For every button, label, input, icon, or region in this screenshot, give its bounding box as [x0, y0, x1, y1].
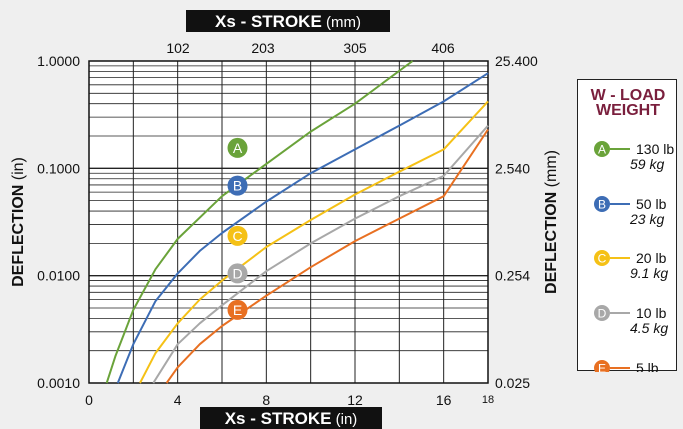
legend-weight-lb: 130 lb	[636, 141, 674, 157]
top-axis-title-unit: (mm)	[322, 14, 361, 31]
legend-swatch-label: E	[598, 362, 606, 373]
left-tick-label: 0.1000	[37, 160, 80, 176]
series-marker-label: D	[232, 265, 242, 281]
legend-weight-kg: 59 kg	[630, 156, 664, 172]
left-tick-label: 0.0100	[37, 268, 80, 284]
left-axis-title-bold: DEFLECTION	[10, 185, 27, 287]
legend-weight-lb: 10 lb	[636, 305, 667, 321]
bottom-axis-title: Xs - STROKE (in)	[225, 409, 358, 428]
right-tick-label: 0.025	[495, 375, 530, 391]
series-marker-label: B	[233, 178, 242, 194]
right-tick-label: 2.540	[495, 160, 530, 176]
legend-swatch-label: B	[598, 198, 606, 212]
x-tick-label: 8	[262, 392, 270, 408]
bottom-axis-title-bold: Xs - STROKE	[225, 409, 332, 428]
legend-entry-e: E5 lb2.3 kg	[594, 360, 668, 372]
legend-swatch-label: A	[598, 143, 606, 157]
top-tick-label: 203	[251, 40, 275, 56]
series-marker-label: E	[233, 302, 242, 318]
right-tick-label: 0.254	[495, 268, 530, 284]
right-axis-title-unit: (mm)	[543, 150, 560, 192]
x-tick-label: 18	[482, 394, 494, 406]
series-marker-e: E	[228, 300, 248, 320]
top-tick-label: 305	[343, 40, 367, 56]
left-tick-label: 1.0000	[37, 53, 80, 69]
series-marker-c: C	[228, 226, 248, 246]
legend-weight-kg: 4.5 kg	[630, 320, 668, 336]
legend-weight-kg: 23 kg	[629, 211, 664, 227]
right-axis-title: DEFLECTION (mm)	[543, 150, 560, 294]
series-marker-b: B	[228, 176, 248, 196]
series-marker-label: C	[232, 228, 242, 244]
bottom-axis-title-unit: (in)	[331, 411, 357, 428]
series-marker-d: D	[228, 263, 248, 283]
legend-weight-lb: 5 lb	[636, 360, 659, 372]
series-marker-label: A	[233, 140, 243, 156]
legend-swatch-label: D	[598, 307, 607, 321]
top-axis-title-bold: Xs - STROKE	[215, 12, 322, 31]
top-tick-label: 102	[166, 40, 190, 56]
legend-weight-kg: 9.1 kg	[630, 265, 668, 281]
legend-weight-lb: 50 lb	[636, 196, 667, 212]
legend-entry-c: C 20 lb9.1 kg	[594, 250, 668, 281]
top-tick-label: 406	[431, 40, 455, 56]
right-tick-label: 25.400	[495, 53, 538, 69]
series-marker-a: A	[228, 138, 248, 158]
legend-weight-lb: 20 lb	[636, 250, 667, 266]
legend-swatch-label: C	[598, 252, 607, 266]
x-tick-label: 12	[347, 392, 363, 408]
left-axis-title-unit: (in)	[10, 157, 27, 185]
x-tick-label: 16	[436, 392, 452, 408]
x-tick-label: 4	[174, 392, 182, 408]
x-tick-label: 0	[85, 392, 93, 408]
legend: W - LOAD WEIGHT A 130 lb 59 kg B 50 lb 23 kg C…	[577, 79, 677, 371]
legend-entry-d: D 10 lb4.5 kg	[594, 305, 668, 336]
right-axis-title-bold: DEFLECTION	[543, 192, 560, 294]
top-axis-title: Xs - STROKE (mm)	[215, 12, 361, 31]
left-axis-title: DEFLECTION (in)	[10, 157, 27, 287]
left-tick-label: 0.0010	[37, 375, 80, 391]
